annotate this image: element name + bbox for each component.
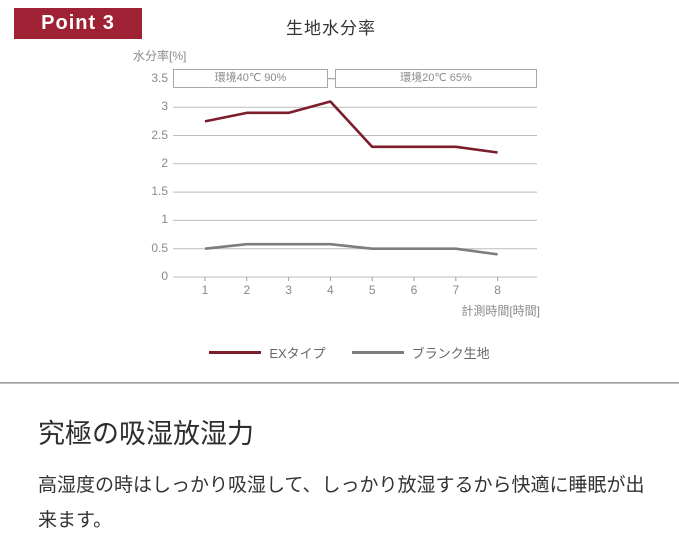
annotation-connector-line <box>327 78 336 79</box>
chart-legend: EXタイプ ブランク生地 <box>10 343 679 362</box>
y-tick-label-2: 2 <box>161 155 168 170</box>
legend-item-blank-fabric: ブランク生地 <box>351 343 490 362</box>
x-tick-label-1: 1 <box>201 283 209 297</box>
legend-line-ex-swatch <box>209 351 262 354</box>
chart-title: 生地水分率 <box>286 19 376 38</box>
x-axis-label: 計測時間[時間] <box>461 304 540 318</box>
legend-item-ex-type: EXタイプ <box>209 343 326 362</box>
legend-line-blank-swatch <box>351 351 404 354</box>
point-badge: Point 3 <box>14 8 142 39</box>
series-line-1 <box>204 242 498 256</box>
y-tick-label-0.5: 0.5 <box>151 240 168 255</box>
annotation-env-20c-65: 環境20℃ 65% <box>335 69 537 88</box>
x-tick-label-2: 2 <box>243 283 251 297</box>
legend-label-blank-fabric: ブランク生地 <box>411 346 490 361</box>
annotation-env-40c-90: 環境40℃ 90% <box>173 69 328 88</box>
y-tick-label-1: 1 <box>161 212 168 227</box>
x-tick-label-6: 6 <box>410 283 418 297</box>
x-tick-label-3: 3 <box>285 283 292 297</box>
x-tick-label-8: 8 <box>494 283 501 297</box>
y-tick-label-0: 0 <box>161 269 168 283</box>
legend-label-ex-type: EXタイプ <box>269 346 326 361</box>
x-tick-label-5: 5 <box>368 283 376 297</box>
point-badge-label: Point 3 <box>41 12 115 34</box>
y-tick-label-3: 3 <box>161 99 168 114</box>
x-tick-label-4: 4 <box>327 283 334 297</box>
section-divider <box>0 382 679 384</box>
y-tick-label-3.5: 3.5 <box>151 70 168 85</box>
y-axis-label: 水分率[%] <box>133 49 187 63</box>
y-tick-label-2.5: 2.5 <box>151 127 168 142</box>
series-line-0 <box>204 100 498 154</box>
x-tick-label-7: 7 <box>452 283 460 297</box>
section-body-text: 高湿度の時はしっかり吸湿して、しっかり放湿するから快適に睡眠が出来ます。 <box>38 475 645 531</box>
section-heading: 究極の吸湿放湿力 <box>38 419 254 449</box>
y-tick-label-1.5: 1.5 <box>151 184 168 199</box>
